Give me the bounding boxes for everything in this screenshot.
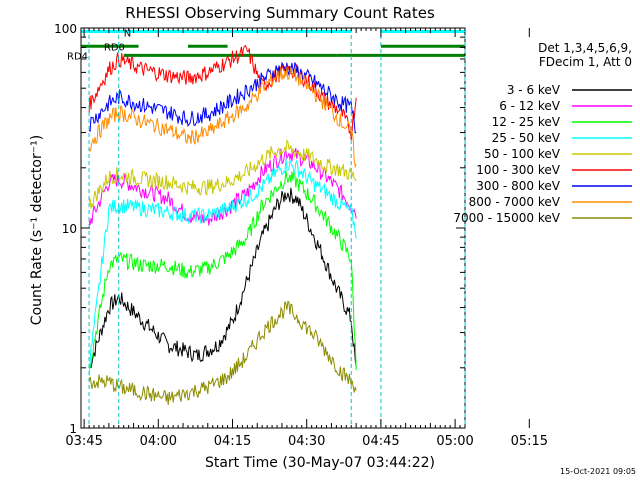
- y-tick-label: 1: [69, 422, 77, 436]
- legend-layer: 3 - 6 keV 6 - 12 keV 12 - 25 keV 25 - 50 ke…: [453, 83, 632, 225]
- legend-label: 6 - 12 keV: [499, 99, 561, 113]
- x-axis-label: Start Time (30-May-07 03:44:22): [205, 455, 435, 471]
- legend-header-line-2: FDecim 1, Att 0: [539, 55, 632, 69]
- legend-label: 50 - 100 keV: [484, 147, 561, 161]
- legend-label: 800 - 7000 keV: [469, 195, 561, 209]
- y-axis-label: Count Rate (s⁻¹ detector⁻¹): [29, 135, 45, 325]
- flag-rd0-label: RD0: [104, 42, 125, 53]
- legend-label: 3 - 6 keV: [507, 83, 561, 97]
- series-line-1: [88, 147, 357, 226]
- series-line-7: [88, 66, 357, 169]
- x-tick-label: 05:00: [436, 434, 473, 449]
- legend-label: 7000 - 15000 keV: [453, 211, 560, 225]
- flag-n-label: N: [124, 29, 131, 40]
- legend-label: 100 - 300 keV: [476, 163, 560, 177]
- series-line-3: [88, 158, 357, 376]
- chart-title: RHESSI Observing Summary Count Rates: [125, 4, 435, 22]
- flag-rd4-label: RD4: [67, 51, 88, 62]
- series-line-8: [88, 300, 357, 406]
- axis-layer: 1 10 100 03:45 04:00 04:15 04:30 04:45 05:00 05:1…: [54, 22, 548, 449]
- x-tick-label: 04:30: [288, 434, 325, 449]
- series-line-2: [88, 170, 357, 371]
- y-tick-label: 10: [62, 222, 77, 236]
- footer-date: 15-Oct-2021 09:05: [560, 467, 636, 476]
- x-tick-label: 04:00: [140, 434, 177, 449]
- series-line-4: [88, 139, 357, 209]
- x-tick-label: 05:15: [511, 434, 548, 449]
- legend-label: 25 - 50 keV: [492, 131, 561, 145]
- x-tick-label: 03:45: [65, 434, 102, 449]
- data-layer: N RD0 RD4: [67, 29, 465, 406]
- legend-label: 300 - 800 keV: [476, 179, 560, 193]
- y-tick-label: 100: [54, 22, 77, 36]
- plot-frame: [80, 27, 466, 429]
- legend-label: 12 - 25 keV: [492, 115, 561, 129]
- x-tick-label: 04:15: [214, 434, 251, 449]
- x-tick-label: 04:45: [362, 434, 399, 449]
- legend-header-line-1: Det 1,3,4,5,6,9,: [538, 41, 632, 55]
- series-line-0: [88, 187, 357, 369]
- series-line-6: [88, 61, 357, 134]
